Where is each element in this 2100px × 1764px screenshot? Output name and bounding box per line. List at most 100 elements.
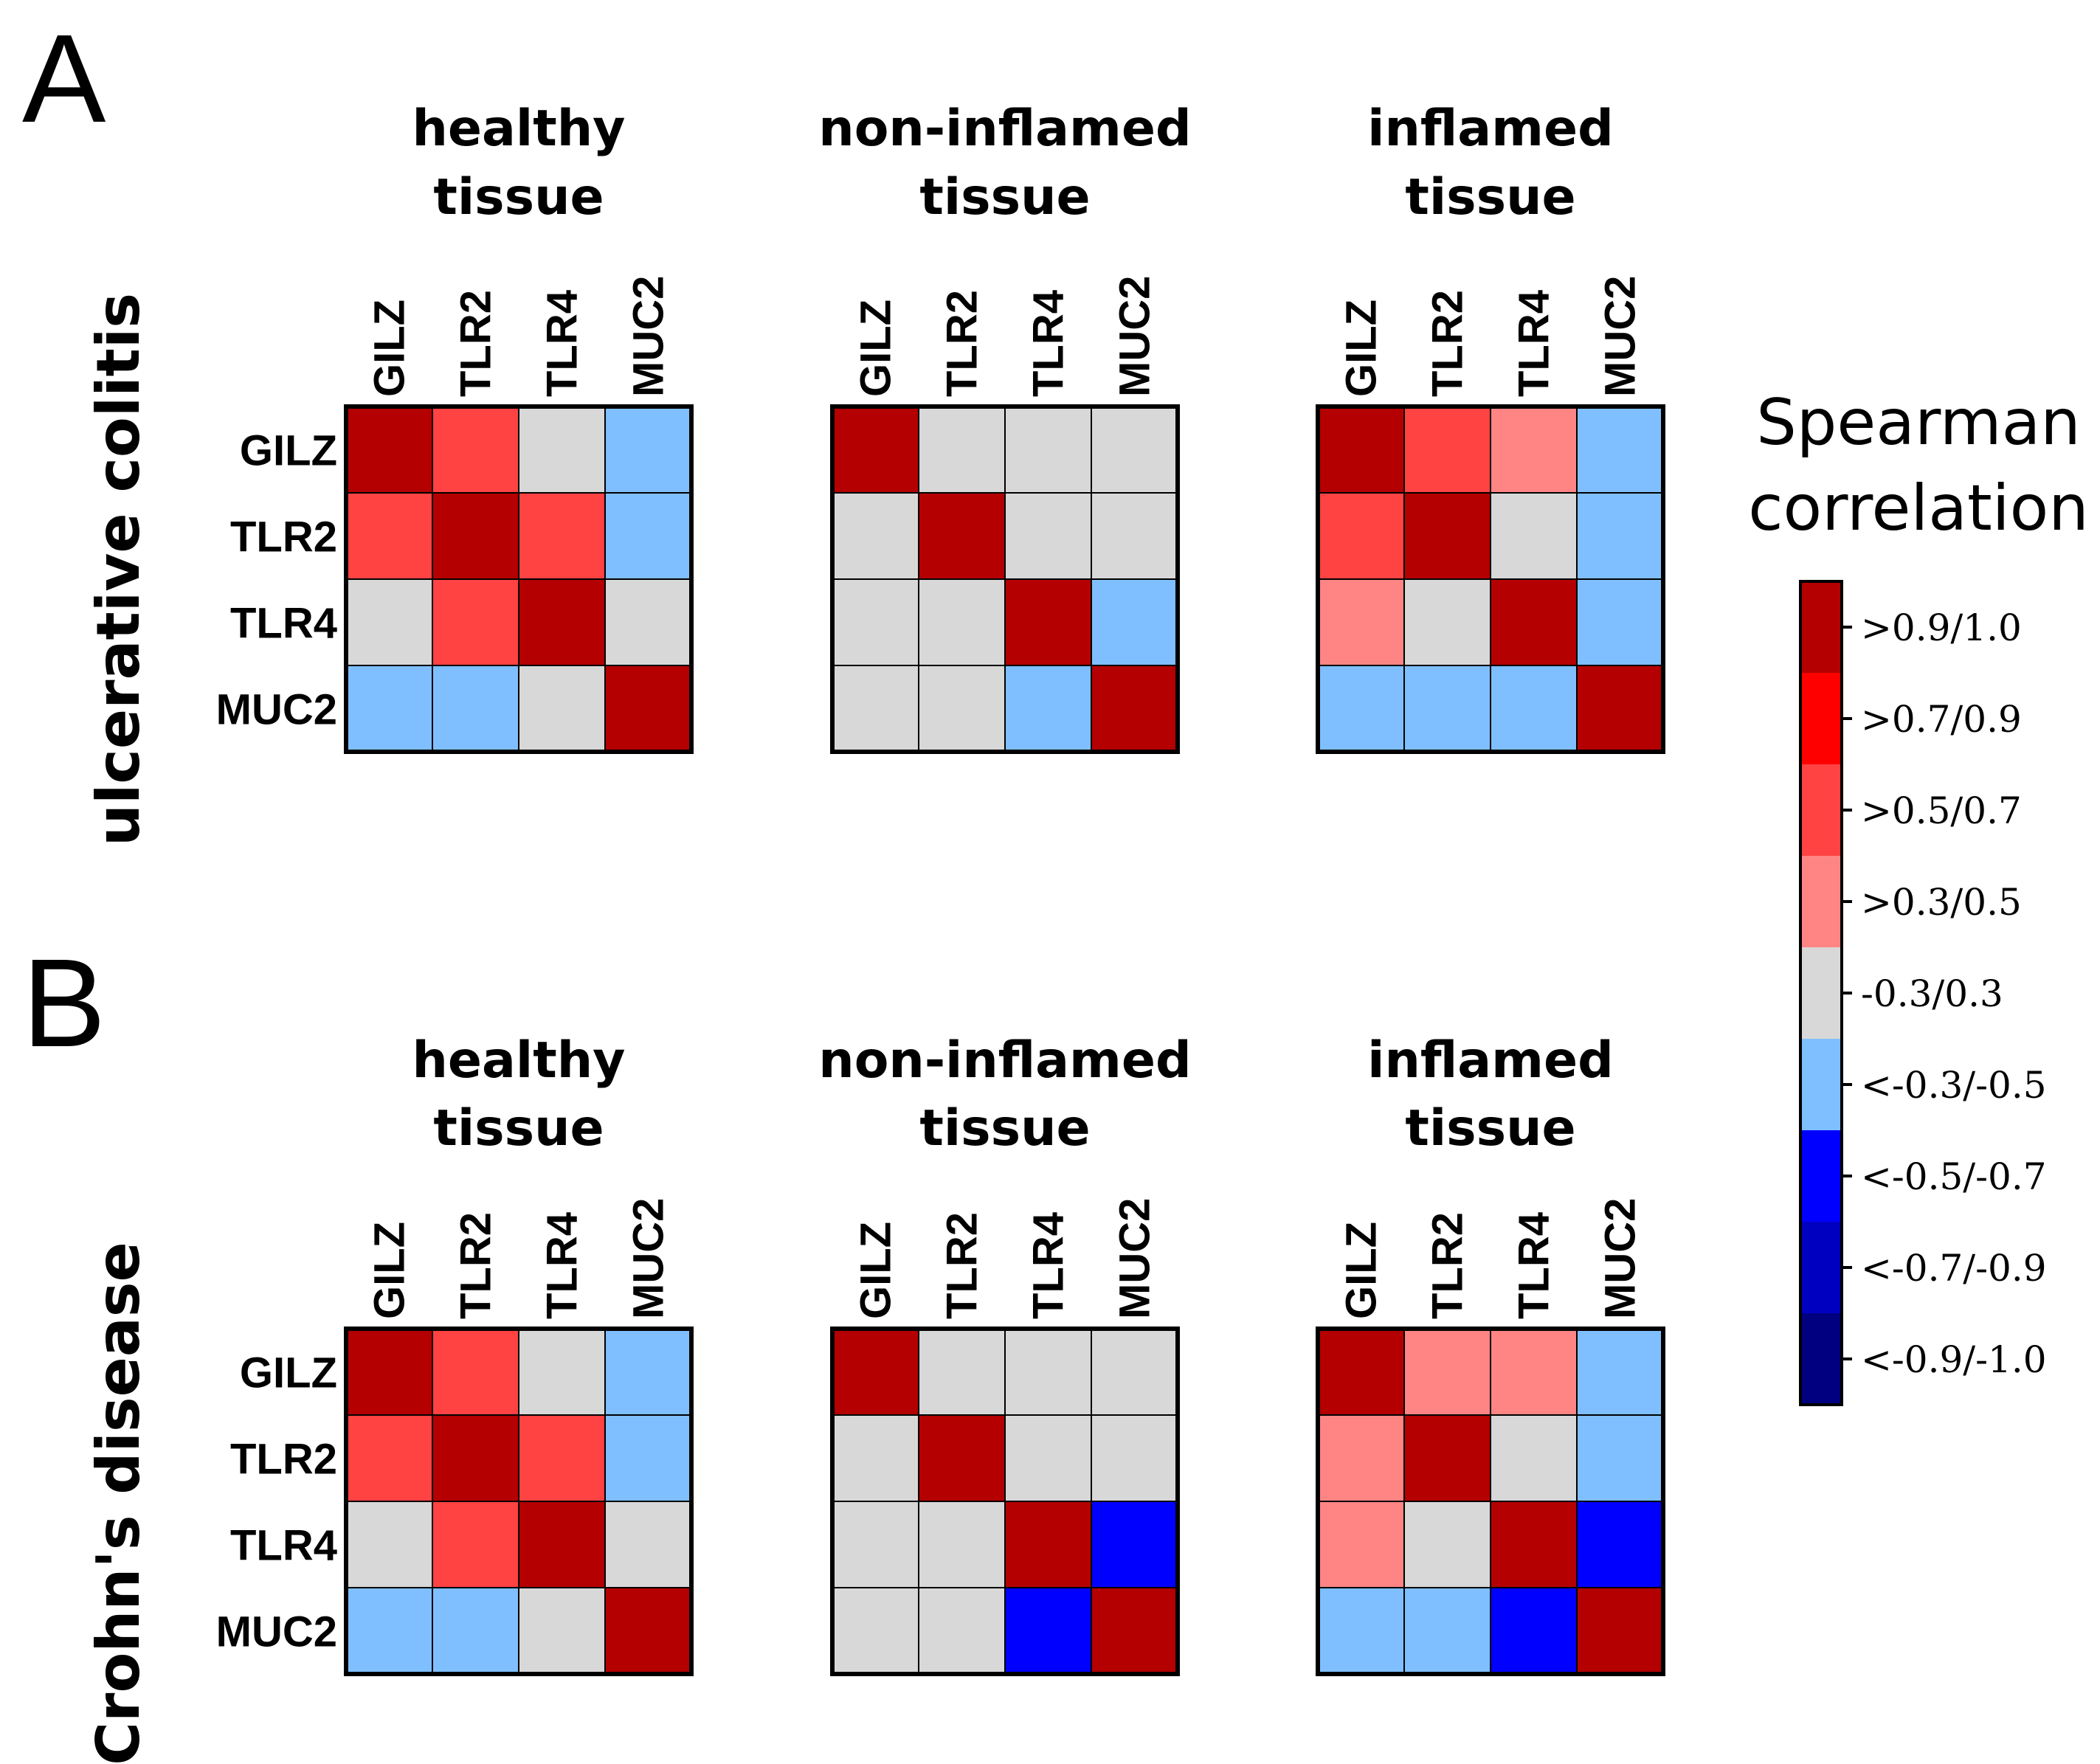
heatmap-cell: [1403, 578, 1491, 666]
column-label-tlr4: TLR4: [539, 290, 587, 397]
row-label-tlr4: TLR4: [230, 1522, 337, 1570]
heatmap-cell: [1317, 406, 1405, 494]
heatmap-cell: [1490, 492, 1578, 580]
heatmap-cell: [432, 578, 519, 666]
heatmap-title-line: tissue: [919, 1099, 1090, 1158]
column-label-tlr4: TLR4: [1025, 1212, 1073, 1319]
column-label-tlr4: TLR4: [1510, 1212, 1558, 1319]
row-label-gilz: GILZ: [240, 427, 337, 475]
disease-label: Crohn's disease: [84, 1242, 153, 1764]
heatmap-inflamed: inflamed tissue GILZ TLR2 TLR4 MUC2: [1316, 100, 1665, 754]
column-label-muc2: MUC2: [625, 1198, 673, 1319]
heatmap-cell: [918, 1328, 1006, 1416]
heatmap-cell: [1576, 665, 1664, 753]
legend-title-line: Spearman: [1756, 386, 2081, 460]
legend-title-line: correlation: [1748, 471, 2088, 545]
panel-letter-a: A: [22, 9, 106, 149]
heatmap-cell: [1004, 1328, 1092, 1416]
heatmap-cell: [1490, 578, 1578, 666]
legend-swatch: [1800, 947, 1842, 1039]
heatmap-cell: [1490, 665, 1578, 753]
legend-swatch: [1800, 1222, 1842, 1313]
column-label-gilz: GILZ: [1338, 300, 1386, 397]
heatmap-cell: [604, 578, 692, 666]
heatmap-cell: [1091, 665, 1178, 753]
row-label-tlr2: TLR2: [230, 1436, 337, 1484]
row-label-muc2: MUC2: [216, 686, 337, 734]
heatmap-cell: [1091, 1414, 1178, 1502]
heatmap-cell: [1317, 1328, 1405, 1416]
heatmap-cell: [1576, 578, 1664, 666]
heatmap-cell: [1403, 1414, 1491, 1502]
heatmap-cell: [345, 1328, 433, 1416]
legend-label: <-0.5/-0.7: [1861, 1155, 2047, 1198]
heatmap-frame: [830, 404, 1180, 754]
heatmap-cell: [345, 1414, 433, 1502]
heatmap-cell: [1576, 406, 1664, 494]
row-label-tlr4: TLR4: [230, 600, 337, 648]
legend-label: >0.5/0.7: [1861, 789, 2022, 832]
column-label-tlr2: TLR2: [452, 1212, 500, 1319]
column-label-gilz: GILZ: [1338, 1222, 1386, 1319]
heatmap-cell: [432, 406, 519, 494]
column-label-tlr2: TLR2: [939, 1212, 987, 1319]
heatmap-cell: [604, 665, 692, 753]
row-label-muc2: MUC2: [216, 1608, 337, 1656]
heatmap-inflamed: inflamed tissue GILZ TLR2 TLR4 MUC2: [1316, 1031, 1665, 1676]
heatmap-cell: [345, 1501, 433, 1588]
heatmap-cell: [518, 665, 606, 753]
heatmap-cell: [1490, 1501, 1578, 1588]
column-label-tlr2: TLR2: [1424, 290, 1472, 397]
column-label-muc2: MUC2: [1597, 276, 1645, 397]
heatmap-frame: [344, 404, 694, 754]
legend-frame: [1799, 580, 1843, 1406]
heatmap-cell: [1317, 665, 1405, 753]
heatmap-cell: [1004, 406, 1092, 494]
row-label-gilz: GILZ: [240, 1349, 337, 1397]
heatmap-cell: [1091, 492, 1178, 580]
heatmap-cell: [1576, 1328, 1664, 1416]
heatmap-title-line: inflamed: [1367, 100, 1614, 158]
column-label-tlr4: TLR4: [1025, 290, 1073, 397]
heatmap-cell: [832, 1414, 919, 1502]
legend-label: >0.7/0.9: [1861, 698, 2022, 741]
heatmap-cell: [432, 1587, 519, 1675]
heatmap-cell: [518, 1414, 606, 1502]
heatmap-frame: [1316, 404, 1665, 754]
heatmap-cell: [1317, 492, 1405, 580]
heatmap-title-line: tissue: [433, 1099, 604, 1158]
legend-label: <-0.7/-0.9: [1861, 1247, 2047, 1290]
column-label-tlr2: TLR2: [452, 290, 500, 397]
heatmap-cell: [604, 1414, 692, 1502]
heatmap-cell: [1490, 1587, 1578, 1675]
column-label-gilz: GILZ: [852, 300, 900, 397]
heatmap-cell: [518, 578, 606, 666]
legend-swatch: [1800, 856, 1842, 947]
heatmap-cell: [1091, 578, 1178, 666]
heatmap-cell: [1576, 1587, 1664, 1675]
heatmap-cell: [518, 406, 606, 494]
heatmap-cell: [604, 1501, 692, 1588]
heatmap-cell: [604, 492, 692, 580]
heatmap-cell: [1403, 665, 1491, 753]
heatmap-frame: [830, 1327, 1180, 1676]
heatmap-cell: [1091, 1328, 1178, 1416]
legend-label: <-0.3/-0.5: [1861, 1064, 2047, 1107]
heatmap-cell: [1403, 1501, 1491, 1588]
heatmap-cell: [345, 492, 433, 580]
row-label-tlr2: TLR2: [230, 513, 337, 561]
heatmap-cell: [832, 665, 919, 753]
legend-label: >0.3/0.5: [1861, 881, 2022, 924]
heatmap-cell: [1403, 1587, 1491, 1675]
column-label-tlr2: TLR2: [1424, 1212, 1472, 1319]
heatmap-cell: [1403, 406, 1491, 494]
heatmap-cell: [432, 1501, 519, 1588]
column-label-gilz: GILZ: [366, 300, 414, 397]
heatmap-cell: [918, 1501, 1006, 1588]
heatmap-cell: [345, 578, 433, 666]
heatmap-title-line: non-inflamed: [818, 100, 1191, 158]
heatmap-cell: [1576, 1501, 1664, 1588]
heatmap-cell: [1317, 1501, 1405, 1588]
heatmap-cell: [432, 665, 519, 753]
